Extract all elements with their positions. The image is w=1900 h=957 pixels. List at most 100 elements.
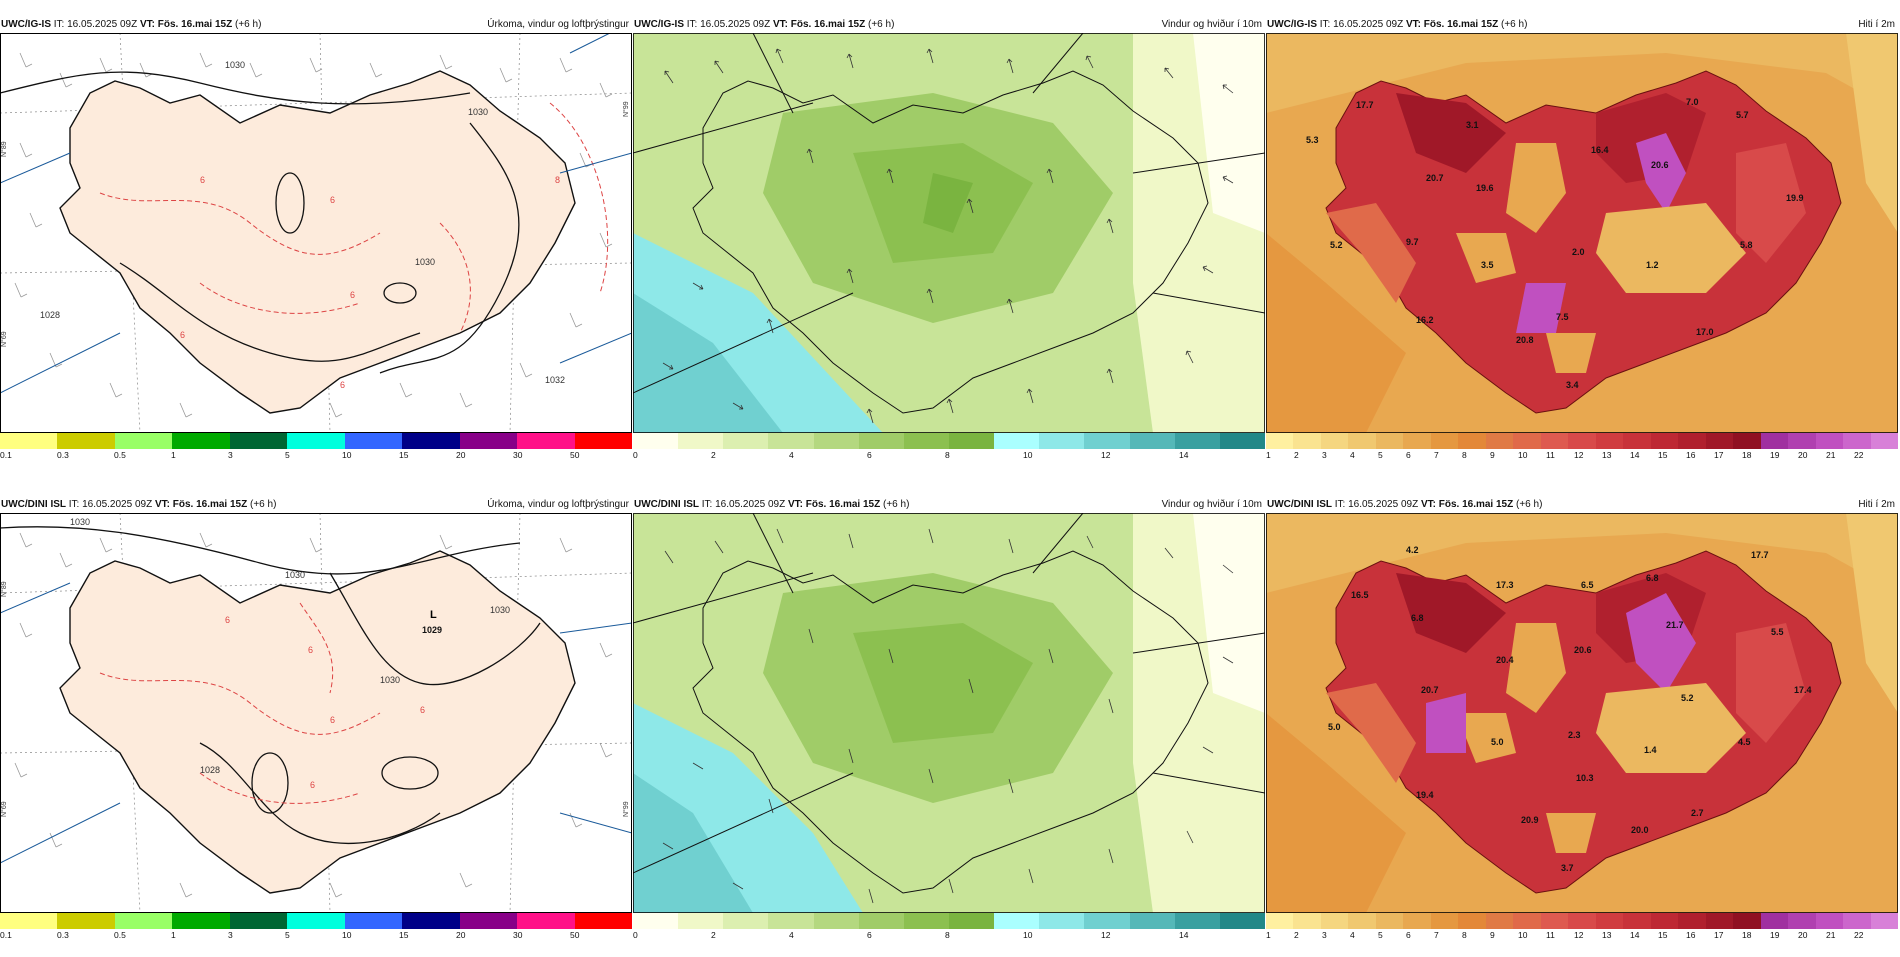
colorbar-swatch [574,913,632,929]
temperature-colorbar [1266,433,1899,449]
colorbar-swatch [633,913,679,929]
svg-text:N°89: N°89 [0,581,8,597]
panel-run-info: UWC/DINI ISL IT: 16.05.2025 09Z VT: Fös.… [634,499,910,510]
wind-colorbar [633,913,1265,929]
colorbar-swatch [1870,433,1899,449]
colorbar-swatch [633,433,679,449]
svg-text:10.3: 10.3 [1576,773,1594,783]
colorbar-swatch [1430,913,1459,929]
colorbar-tick: 15 [399,450,409,460]
svg-text:1.2: 1.2 [1646,260,1659,270]
colorbar-tick: 5 [285,930,290,940]
colorbar-swatch [172,433,230,449]
colorbar-swatch [517,913,575,929]
precip-map: 1030 1030 1030 1030 1028 6 6 6 6 6 N°89 … [0,513,632,913]
panel-title: Úrkoma, vindur og loftþrýstingur [487,499,629,510]
svg-text:16.5: 16.5 [1351,590,1369,600]
colorbar-tick: 3 [1322,450,1327,460]
panel-wind-igis: UWC/IG-IS IT: 16.05.2025 09Z VT: Fös. 16… [633,15,1265,477]
colorbar-tick: 18 [1742,450,1752,460]
latitude-edge-labels: N°89 N°69 N°99 [0,101,630,347]
precip-colorbar [0,433,632,449]
colorbar-tick: 13 [1602,450,1612,460]
svg-text:20.0: 20.0 [1631,825,1649,835]
colorbar-tick: 7 [1434,930,1439,940]
colorbar-tick: 0.1 [0,930,12,940]
colorbar-swatch [1348,913,1376,929]
colorbar-swatch [1843,913,1871,929]
panel-wind-dini: UWC/DINI ISL IT: 16.05.2025 09Z VT: Fös.… [633,495,1265,957]
wind-colorbar-ticks: 0 2 4 6 8 10 12 14 [633,930,1265,942]
colorbar-swatch [229,433,288,449]
colorbar-swatch [768,913,814,929]
colorbar-tick: 6 [867,450,872,460]
colorbar-swatch [903,913,949,929]
colorbar-swatch [287,433,345,449]
svg-text:1030: 1030 [225,60,245,70]
svg-text:20.4: 20.4 [1496,655,1514,665]
colorbar-swatch [1039,433,1085,449]
colorbar-tick: 0 [633,450,638,460]
colorbar-swatch [1403,433,1431,449]
colorbar-tick: 2 [711,930,716,940]
colorbar-tick: 0.1 [0,450,12,460]
colorbar-swatch [517,433,575,449]
panel-title: Úrkoma, vindur og loftþrýstingur [487,19,629,30]
colorbar-tick: 14 [1630,450,1640,460]
svg-text:1030: 1030 [380,675,400,685]
colorbar-tick: 15 [1658,930,1668,940]
colorbar-tick: 5 [1378,930,1383,940]
colorbar-swatch [1513,913,1541,929]
colorbar-swatch [1174,913,1220,929]
colorbar-swatch [172,913,230,929]
colorbar-tick: 20 [456,450,466,460]
colorbar-tick: 0 [633,930,638,940]
colorbar-swatch [1788,913,1816,929]
colorbar-swatch [57,913,115,929]
colorbar-tick: 4 [1350,930,1355,940]
svg-text:17.0: 17.0 [1696,327,1714,337]
temperature-contours [99,102,609,334]
colorbar-swatch [459,433,518,449]
svg-text:3.4: 3.4 [1566,380,1579,390]
colorbar-tick: 6 [1406,450,1411,460]
svg-text:1030: 1030 [468,107,488,117]
colorbar-swatch [574,433,632,449]
temperature-colorbar [1266,913,1899,929]
panel-header: UWC/IG-IS IT: 16.05.2025 09Z VT: Fös. 16… [0,18,632,32]
svg-text:17.7: 17.7 [1751,550,1769,560]
colorbar-swatch [1540,433,1569,449]
svg-text:19.4: 19.4 [1416,790,1434,800]
colorbar-tick: 8 [945,450,950,460]
colorbar-tick: 15 [399,930,409,940]
colorbar-tick: 12 [1101,930,1111,940]
precip-colorbar-ticks: 0.1 0.3 0.5 1 3 5 10 15 20 30 50 [0,450,632,462]
colorbar-swatch [1129,913,1175,929]
colorbar-swatch [114,913,173,929]
colorbar-tick: 21 [1826,450,1836,460]
colorbar-swatch [1788,433,1816,449]
temperature-labels: 6 6 6 6 6 8 [180,175,560,390]
colorbar-swatch [903,433,949,449]
colorbar-tick: 8 [1462,450,1467,460]
pressure-center: L 1029 [422,609,442,635]
colorbar-swatch [1705,433,1734,449]
svg-text:6: 6 [310,780,315,790]
svg-text:7.5: 7.5 [1556,312,1569,322]
colorbar-swatch [1815,433,1844,449]
colorbar-tick: 21 [1826,930,1836,940]
svg-text:6: 6 [340,380,345,390]
colorbar-tick: 18 [1742,930,1752,940]
wind-colorbar-ticks: 0 2 4 6 8 10 12 14 [633,450,1265,462]
svg-text:6: 6 [180,330,185,340]
svg-text:3.5: 3.5 [1481,260,1494,270]
svg-text:20.7: 20.7 [1421,685,1439,695]
svg-text:6.8: 6.8 [1646,573,1659,583]
svg-text:20.8: 20.8 [1516,335,1534,345]
panel-title: Hiti í 2m [1858,19,1895,30]
panel-title: Hiti í 2m [1858,499,1895,510]
svg-text:1030: 1030 [415,257,435,267]
colorbar-tick: 6 [867,930,872,940]
colorbar-swatch [1458,433,1486,449]
svg-text:1.4: 1.4 [1644,745,1657,755]
